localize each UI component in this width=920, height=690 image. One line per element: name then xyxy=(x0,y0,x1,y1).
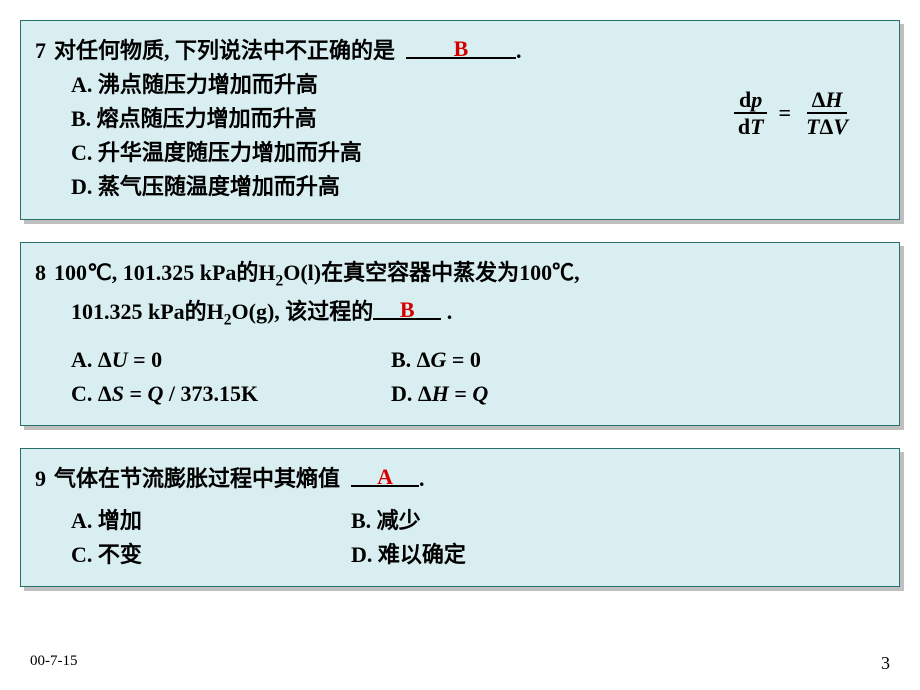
question-7-answer: B xyxy=(454,36,469,61)
question-9-option-d: D. 难以确定 xyxy=(351,538,671,572)
slide-footer: 00-7-15 3 xyxy=(30,653,890,674)
question-9-options: A. 增加 B. 减少 C. 不变 D. 难以确定 xyxy=(35,504,885,572)
footer-page-number: 3 xyxy=(881,653,890,674)
question-9-answer: A xyxy=(377,464,393,489)
clausius-clapeyron-equation: dp dT = ΔH TΔV xyxy=(733,87,853,140)
question-8-stem-line1: 8100℃, 101.325 kPa的H2O(l)在真空容器中蒸发为100℃, xyxy=(35,255,885,294)
question-9-number: 9 xyxy=(35,466,46,491)
equation-lhs: dp dT xyxy=(733,87,769,140)
question-7-box: 7对任何物质, 下列说法中不正确的是 B. A. 沸点随压力增加而升高 B. 熔… xyxy=(20,20,900,220)
question-9-option-a: A. 增加 xyxy=(71,504,351,538)
question-8-tail: . xyxy=(441,299,452,324)
equation-rhs: ΔH TΔV xyxy=(801,87,853,140)
question-8-option-c: C. ΔS = Q / 373.15K xyxy=(71,377,391,411)
footer-date: 00-7-15 xyxy=(30,653,78,674)
question-8-option-b: B. ΔG = 0 xyxy=(391,343,711,377)
question-8-stem-line2: 101.325 kPa的H2O(g), 该过程的B . xyxy=(35,294,885,333)
question-7-option-d: D. 蒸气压随温度增加而升高 xyxy=(71,170,885,204)
question-8-options: A. ΔU = 0 B. ΔG = 0 C. ΔS = Q / 373.15K … xyxy=(35,343,885,411)
question-8-number: 8 xyxy=(35,260,46,285)
question-7-tail: . xyxy=(516,38,522,63)
question-9-option-b: B. 减少 xyxy=(351,504,671,538)
question-8-box: 8100℃, 101.325 kPa的H2O(l)在真空容器中蒸发为100℃, … xyxy=(20,242,900,426)
question-9-tail: . xyxy=(419,466,425,491)
question-7-option-c: C. 升华温度随压力增加而升高 xyxy=(71,136,885,170)
question-9-stem: 9 气体在节流膨胀过程中其熵值 A. xyxy=(35,461,885,496)
question-9-option-c: C. 不变 xyxy=(71,538,351,572)
equation-equals: = xyxy=(779,100,792,126)
question-8-answer: B xyxy=(400,297,415,322)
question-8-blank: B xyxy=(373,294,441,320)
question-7-blank: B xyxy=(406,33,516,59)
question-7-number: 7 xyxy=(35,38,46,63)
question-7-text: 对任何物质, 下列说法中不正确的是 xyxy=(54,38,395,63)
question-9-blank: A xyxy=(351,461,419,487)
question-9-text: 气体在节流膨胀过程中其熵值 xyxy=(54,466,340,491)
question-9-box: 9 气体在节流膨胀过程中其熵值 A. A. 增加 B. 减少 C. 不变 D. 难… xyxy=(20,448,900,587)
question-8-option-d: D. ΔH = Q xyxy=(391,377,711,411)
question-7-stem: 7 对任何物质, 下列说法中不正确的是 B. xyxy=(35,33,885,68)
question-8-option-a: A. ΔU = 0 xyxy=(71,343,391,377)
